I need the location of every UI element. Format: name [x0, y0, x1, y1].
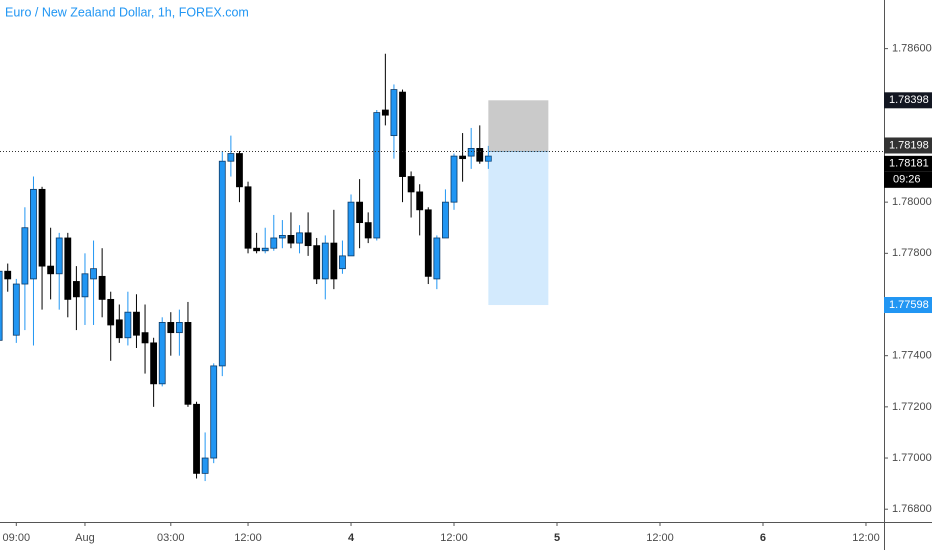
candle-body — [433, 237, 441, 280]
entry-label: 1.78198 — [889, 139, 929, 151]
entry-label-box — [884, 137, 932, 154]
candle-body — [278, 235, 286, 239]
candle-body — [175, 322, 183, 334]
candle-body — [124, 311, 132, 339]
candle-body — [373, 112, 381, 239]
candle-body — [399, 91, 406, 177]
countdown-box — [884, 171, 932, 188]
candle-body — [484, 155, 492, 162]
candle-body — [321, 242, 329, 280]
candle-body — [424, 209, 432, 277]
candle-body — [253, 247, 261, 252]
candle-body — [158, 322, 166, 385]
x-tick-label: 5 — [554, 532, 560, 544]
candle-body — [184, 322, 192, 405]
target-label: 1.78398 — [889, 94, 929, 106]
candle-body — [390, 89, 398, 137]
position-target-zone — [488, 100, 549, 152]
candle-body — [133, 311, 140, 336]
stop-label-box — [884, 297, 932, 314]
candle-body — [364, 222, 372, 239]
y-tick-label: 1.76800 — [892, 503, 932, 515]
candle-body — [467, 148, 475, 157]
candle-body — [476, 148, 484, 162]
candle-body — [347, 201, 355, 257]
y-tick-label: 1.77200 — [892, 401, 932, 413]
candle-body — [0, 270, 3, 341]
x-tick-label: 12:00 — [234, 532, 262, 544]
candle-body — [218, 160, 226, 367]
y-tick-label: 1.78000 — [892, 196, 932, 208]
candle-body — [381, 109, 389, 116]
candle-body — [416, 191, 424, 211]
candle-body — [72, 281, 80, 298]
candle-body — [356, 201, 364, 224]
last-price-label-box — [884, 155, 932, 172]
candle-body — [193, 403, 200, 474]
candle-body — [4, 270, 12, 280]
x-tick-label: 09:00 — [3, 532, 31, 544]
candle-body — [167, 322, 175, 334]
candle-body — [47, 265, 55, 275]
y-tick-label: 1.77000 — [892, 452, 932, 464]
stop-label: 1.77598 — [889, 299, 929, 311]
x-tick-label: 12:00 — [646, 532, 674, 544]
candle-body — [210, 365, 218, 459]
x-tick-label: Aug — [75, 532, 95, 544]
candle-body — [261, 247, 269, 252]
candle-body — [81, 273, 89, 298]
y-tick-label: 1.77400 — [892, 350, 932, 362]
candle-body — [270, 237, 278, 249]
candle-body — [107, 298, 115, 326]
candle-body — [407, 176, 415, 193]
countdown: 09:26 — [893, 174, 921, 186]
candle-body — [459, 155, 467, 160]
candle-body — [30, 188, 37, 280]
candle-body — [450, 155, 458, 203]
candle-body — [55, 237, 63, 275]
candle-body — [442, 201, 449, 239]
candle-body — [296, 232, 303, 244]
x-tick-label: 6 — [760, 532, 766, 544]
x-tick-label: 03:00 — [157, 532, 185, 544]
last-price-label: 1.78181 — [889, 158, 929, 170]
x-tick-label: 12:00 — [440, 532, 468, 544]
candle-body — [90, 268, 97, 280]
candle-body — [21, 227, 29, 285]
candle-body — [339, 255, 346, 270]
candle-body — [141, 332, 149, 344]
candle-body — [115, 319, 123, 339]
candle-body — [227, 153, 235, 162]
x-tick-label: 4 — [348, 532, 355, 544]
candle-body — [12, 283, 20, 336]
y-tick-label: 1.77800 — [892, 247, 932, 259]
candle-body — [201, 457, 209, 474]
candle-body — [313, 245, 321, 280]
y-tick-label: 1.78600 — [892, 43, 932, 55]
position-stop-zone — [488, 151, 549, 306]
candle-body — [98, 275, 106, 300]
candle-body — [64, 237, 72, 300]
candle-body — [150, 342, 158, 385]
candle-body — [304, 232, 312, 247]
target-label-box — [884, 92, 932, 109]
candle-body — [236, 153, 243, 188]
candle-body — [244, 186, 252, 249]
candle-body — [330, 242, 338, 280]
candle-body — [287, 235, 295, 244]
chart-title: Euro / New Zealand Dollar, 1h, FOREX.com — [5, 5, 249, 19]
candle-body — [38, 188, 46, 267]
x-tick-label: 12:00 — [852, 532, 880, 544]
